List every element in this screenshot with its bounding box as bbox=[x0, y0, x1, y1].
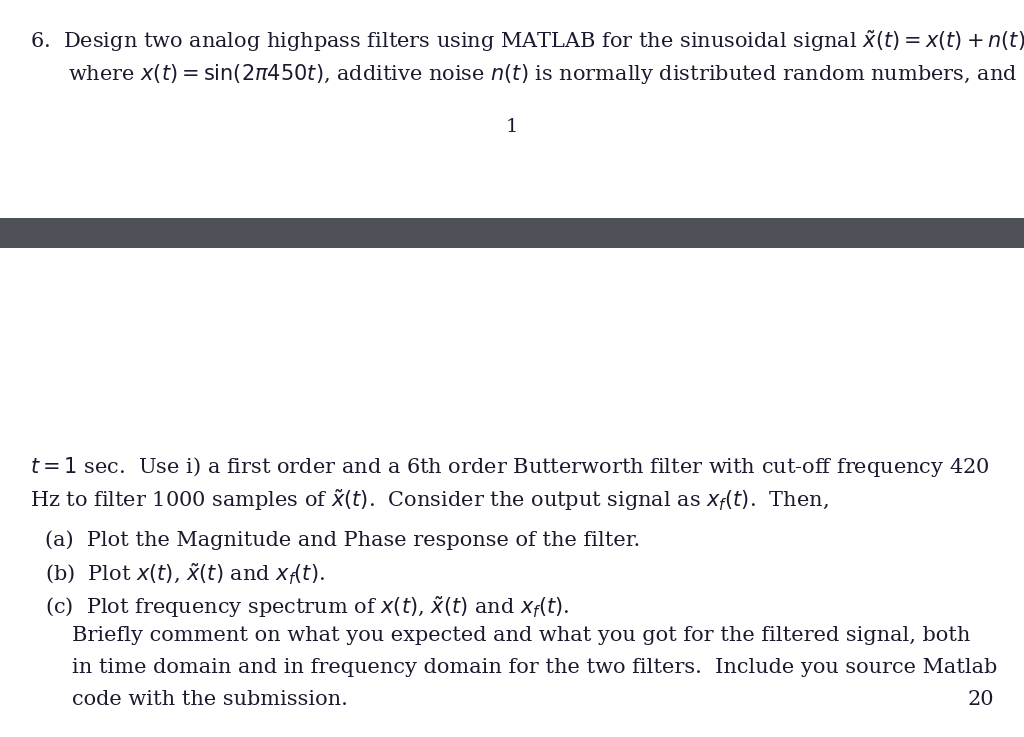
Text: where $x(t) = \sin(2\pi 450t)$, additive noise $n(t)$ is normally distributed ra: where $x(t) = \sin(2\pi 450t)$, additive… bbox=[68, 62, 1018, 86]
Text: 20: 20 bbox=[968, 690, 994, 709]
Text: in time domain and in frequency domain for the two filters.  Include you source : in time domain and in frequency domain f… bbox=[72, 658, 997, 677]
Text: (a)  Plot the Magnitude and Phase response of the filter.: (a) Plot the Magnitude and Phase respons… bbox=[45, 530, 640, 550]
Text: (c)  Plot frequency spectrum of $x(t)$, $\tilde{x}(t)$ and $x_f(t)$.: (c) Plot frequency spectrum of $x(t)$, $… bbox=[45, 594, 569, 620]
Text: 6.  Design two analog highpass filters using MATLAB for the sinusoidal signal $\: 6. Design two analog highpass filters us… bbox=[30, 28, 1024, 54]
Text: $t = 1$ sec.  Use i) a first order and a 6th order Butterworth filter with cut-o: $t = 1$ sec. Use i) a first order and a … bbox=[30, 455, 989, 479]
Bar bbox=[0, 218, 1024, 248]
Text: code with the submission.: code with the submission. bbox=[72, 690, 348, 709]
Text: 1: 1 bbox=[506, 118, 518, 136]
Text: Hz to filter 1000 samples of $\tilde{x}(t)$.  Consider the output signal as $x_f: Hz to filter 1000 samples of $\tilde{x}(… bbox=[30, 487, 828, 513]
Text: (b)  Plot $x(t)$, $\tilde{x}(t)$ and $x_f(t)$.: (b) Plot $x(t)$, $\tilde{x}(t)$ and $x_f… bbox=[45, 562, 325, 587]
Text: Briefly comment on what you expected and what you got for the filtered signal, b: Briefly comment on what you expected and… bbox=[72, 626, 971, 645]
